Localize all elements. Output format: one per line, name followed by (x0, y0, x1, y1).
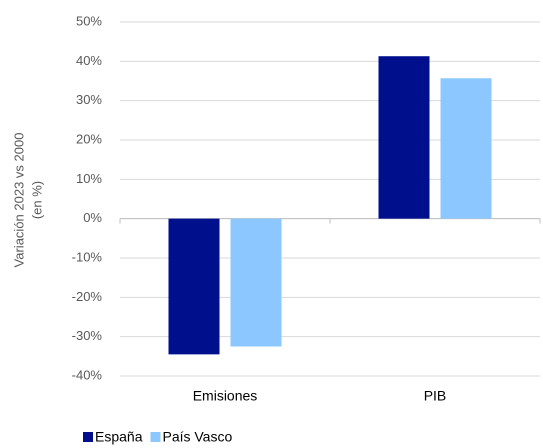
x-tick-label: PIB (424, 388, 447, 404)
y-tick-label: -20% (72, 289, 103, 304)
y-tick-label: -30% (72, 328, 103, 343)
y-tick-label: 10% (76, 171, 102, 186)
y-tick-label: -40% (72, 367, 103, 382)
y-tick-label: 50% (76, 13, 102, 28)
legend-label: España (95, 429, 143, 445)
y-tick-label: 20% (76, 131, 102, 146)
y-axis-label: (en %) (29, 181, 44, 219)
y-tick-label: -10% (72, 249, 103, 264)
legend-swatch (150, 432, 161, 442)
x-tick-label: Emisiones (193, 388, 258, 404)
bar (440, 78, 492, 219)
legend-label: País Vasco (162, 429, 232, 445)
y-tick-label: 30% (76, 92, 102, 107)
bar (378, 56, 430, 219)
legend-swatch (83, 432, 93, 442)
y-tick-label: 0% (83, 210, 102, 225)
y-axis-label: Variación 2023 vs 2000 (11, 133, 26, 268)
bar (168, 218, 220, 355)
y-tick-label: 40% (76, 53, 102, 68)
bar (230, 218, 282, 347)
